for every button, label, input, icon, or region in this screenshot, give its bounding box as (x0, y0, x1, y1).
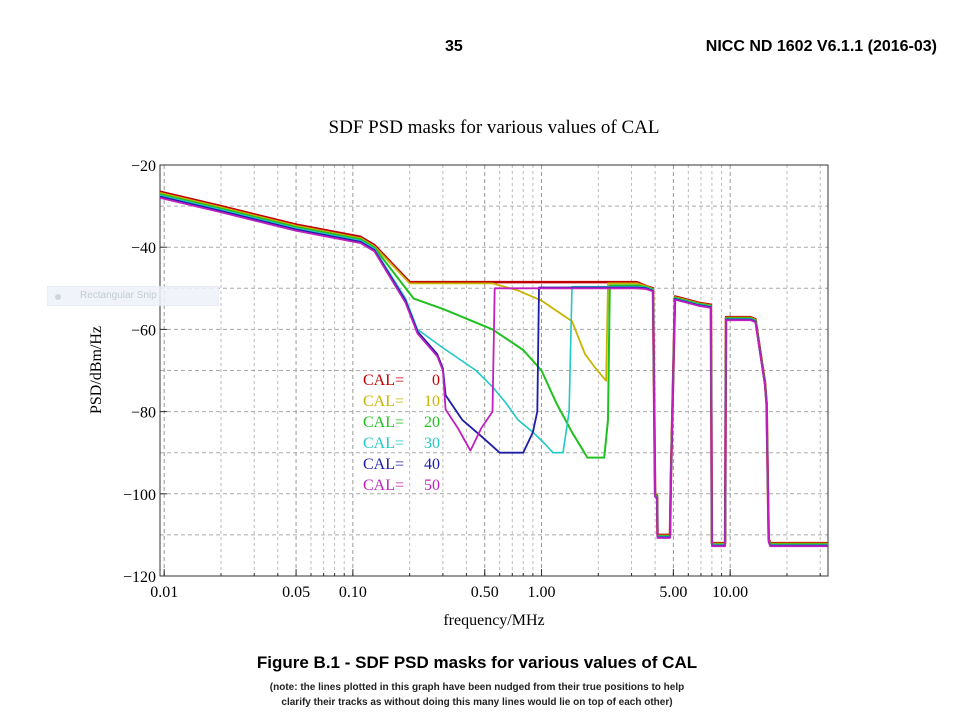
y-tick-label: −120 (123, 569, 156, 586)
y-tick-label: −40 (131, 240, 156, 257)
figure-caption: Figure B.1 - SDF PSD masks for various v… (256, 653, 698, 672)
x-tick-label: 0.05 (282, 584, 310, 601)
legend-value: 50 (424, 477, 440, 494)
legend-label: CAL= (363, 372, 404, 389)
series-group (159, 190, 828, 548)
snip-tooltip-label: Rectangular Snip (80, 290, 157, 301)
legend-label: CAL= (363, 393, 404, 410)
legend-label: CAL= (363, 456, 404, 473)
legend-value: 30 (424, 435, 440, 452)
x-tick-label: 0.01 (150, 584, 178, 601)
chart-title: SDF PSD masks for various values of CAL (329, 117, 660, 138)
y-tick-label: −20 (131, 158, 156, 175)
y-tick-label: −60 (131, 322, 156, 339)
legend-label: CAL= (363, 414, 404, 431)
y-tick-label: −80 (131, 405, 156, 422)
x-tick-label: 0.10 (339, 584, 367, 601)
legend: CAL= 0 CAL= 10 CAL= 20 CAL= 30 CAL= 40 CAL= 50 (363, 372, 440, 494)
plot-frame (159, 164, 829, 577)
series-line-cal-50 (159, 197, 828, 548)
legend-label: CAL= (363, 435, 404, 452)
legend-value: 20 (424, 414, 440, 431)
snip-tooltip: Rectangular Snip (47, 286, 219, 306)
legend-label: CAL= (363, 477, 404, 494)
x-tick-label: 1.00 (528, 584, 556, 601)
figure-note-line1: (note: the lines plotted in this graph h… (269, 682, 685, 693)
document-id: NICC ND 1602 V6.1.1 (2016-03) (705, 38, 937, 55)
x-tick-label: 10.00 (712, 584, 748, 601)
y-axis-label: PSD/dBm/Hz (88, 326, 105, 414)
record-icon (55, 294, 61, 300)
x-tick-label: 5.00 (659, 584, 687, 601)
y-tick-label: −100 (123, 487, 156, 504)
legend-value: 40 (424, 456, 440, 473)
legend-value: 0 (432, 372, 440, 389)
axis-ticks: 0.01 0.05 0.10 0.50 1.00 5.00 10.00 −20 −40 −60 −8… (123, 158, 821, 601)
x-tick-label: 0.50 (471, 584, 499, 601)
page-number: 35 (445, 38, 463, 55)
grid-lines (160, 165, 828, 576)
x-axis-label: frequency/MHz (443, 612, 544, 629)
psd-mask-chart: SDF PSD masks for various values of CAL … (88, 117, 829, 629)
legend-value: 10 (424, 393, 440, 410)
figure-note-line2: clarify their tracks as without doing th… (281, 697, 673, 708)
